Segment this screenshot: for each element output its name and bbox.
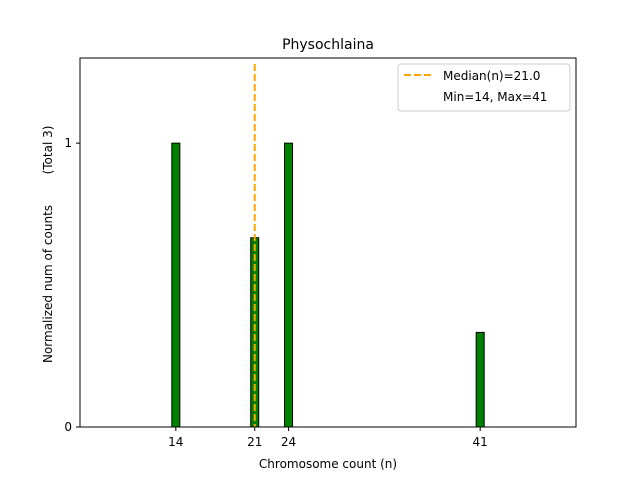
x-axis-label: Chromosome count (n) bbox=[259, 457, 397, 471]
bars-group bbox=[171, 142, 485, 428]
y-axis-ticks: 01 bbox=[64, 136, 80, 434]
y-tick-label-0: 0 bbox=[64, 420, 72, 434]
legend-entry-minmax: Min=14, Max=41 bbox=[443, 90, 547, 104]
legend: Median(n)=21.0 Min=14, Max=41 bbox=[397, 63, 571, 112]
bar-24 bbox=[284, 142, 294, 428]
legend-entry-median: Median(n)=21.0 bbox=[443, 69, 540, 83]
x-tick-label-21: 21 bbox=[247, 435, 262, 449]
x-tick-label-41: 41 bbox=[473, 435, 488, 449]
y-axis-label: Normalized num of counts bbox=[41, 205, 55, 363]
x-tick-label-14: 14 bbox=[168, 435, 183, 449]
legend-box bbox=[397, 63, 571, 112]
y-tick-label-1: 1 bbox=[64, 136, 72, 150]
x-axis-ticks: 14 21 24 41 bbox=[168, 427, 488, 449]
x-tick-label-24: 24 bbox=[281, 435, 296, 449]
bar-14 bbox=[171, 142, 181, 428]
y-axis-total-note: (Total 3) bbox=[41, 126, 55, 175]
plot-frame bbox=[79, 57, 577, 428]
chart-title: Physochlaina bbox=[282, 37, 374, 53]
bar-41 bbox=[475, 331, 485, 428]
